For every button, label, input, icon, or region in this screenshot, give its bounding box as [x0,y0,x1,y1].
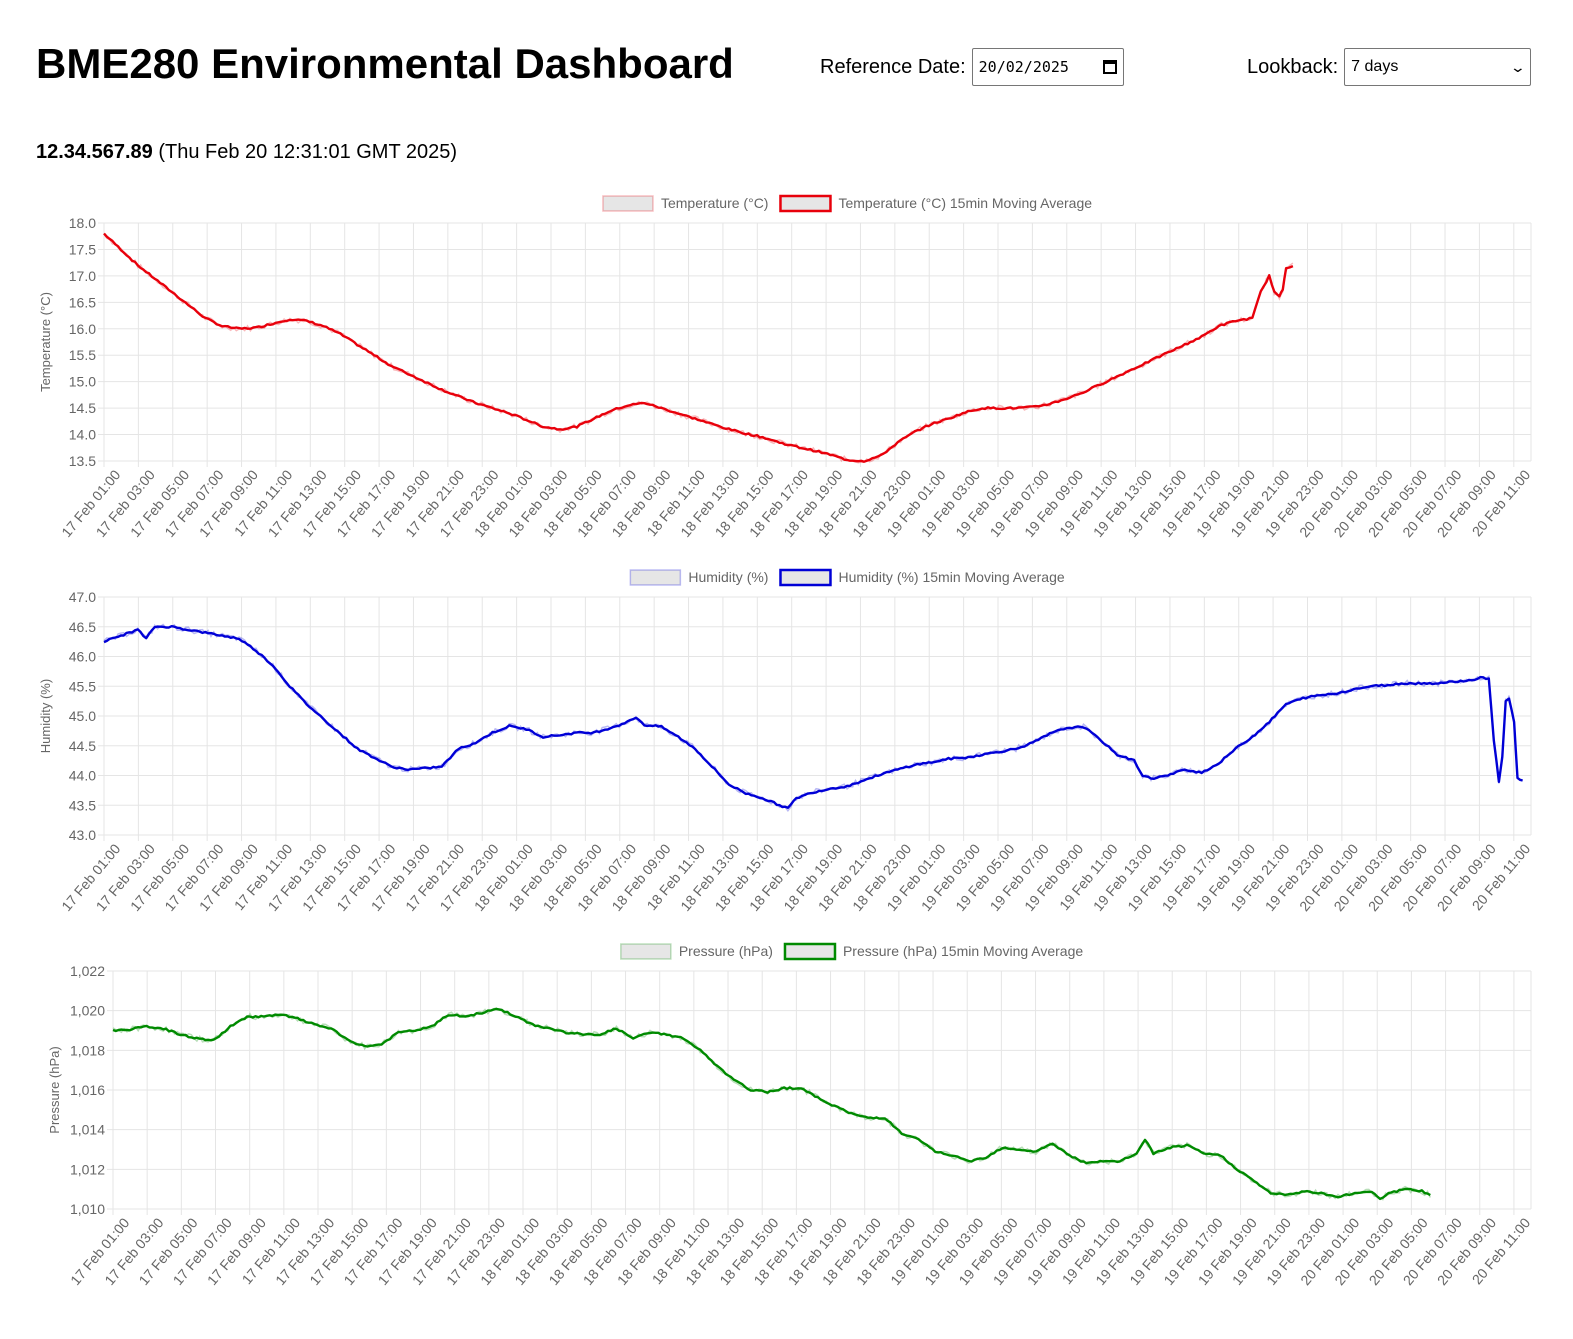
calendar-icon[interactable] [1102,60,1117,74]
y-tick-label: 45.0 [69,708,96,724]
series-line-average [103,625,1523,809]
y-tick-label: 18.0 [69,215,96,231]
y-tick-label: 1,010 [70,1201,105,1217]
y-tick-label: 1,020 [70,1003,105,1019]
y-tick-label: 14.5 [69,400,96,416]
chevron-down-icon: ⌄ [1510,58,1527,75]
y-tick-label: 43.5 [69,797,96,813]
reference-date-label: Reference Date: [820,55,966,78]
lookback-label: Lookback: [1247,55,1339,78]
host-info: 12.34.567.89 (Thu Feb 20 12:31:01 GMT 20… [36,141,457,164]
host-timestamp: (Thu Feb 20 12:31:01 GMT 2025) [158,141,458,163]
legend-label-average: Pressure (hPa) 15min Moving Average [843,943,1083,959]
y-tick-label: 17.5 [69,241,96,257]
y-tick-label: 44.5 [69,738,96,754]
reference-date-value: 20/02/2025 [978,58,1069,76]
legend-label-raw: Humidity (%) [688,569,768,585]
y-tick-label: 15.5 [69,347,96,363]
y-tick-label: 1,014 [70,1122,105,1138]
y-tick-label: 13.5 [69,453,96,469]
y-tick-label: 45.5 [69,678,96,694]
y-tick-label: 46.5 [69,619,96,635]
series-line-raw [103,233,1294,464]
y-tick-label: 47.0 [69,589,96,605]
lookback-select[interactable]: 7 days ⌄ [1344,48,1532,86]
legend-label-average: Humidity (%) 15min Moving Average [838,569,1064,585]
legend-label-raw: Pressure (hPa) [679,943,773,959]
y-tick-label: 17.0 [69,268,96,284]
legend-label-raw: Temperature (°C) [661,195,769,211]
series-line-raw [112,1007,1431,1201]
y-tick-label: 46.0 [69,649,96,665]
reference-date-input[interactable]: 20/02/2025 [971,48,1124,86]
legend-swatch-average [779,568,832,587]
legend-swatch-average [783,942,837,961]
y-tick-label: 16.5 [69,294,96,310]
legend-swatch-raw [602,195,654,212]
humidity-chart: 47.046.546.045.545.044.544.043.543.017 F… [38,568,1533,914]
page-title: BME280 Environmental Dashboard [36,40,734,87]
lookback-value: 7 days [1351,58,1399,75]
temperature-chart: 18.0 17.5 17.0 16.5 16.0 15.5 15.0 14.5 14.0 13.5… [38,194,1533,540]
y-tick-label: 43.0 [69,827,96,843]
y-tick-label: 1,012 [70,1161,105,1177]
y-tick-label: 1,022 [70,963,105,979]
legend-swatch-raw [620,943,672,960]
y-tick-label: 44.0 [69,768,96,784]
y-tick-label: 15.0 [69,374,96,390]
legend-swatch-raw [629,569,682,586]
reference-date-control: Reference Date: 20/02/2025 [820,48,1124,86]
y-tick-label: 16.0 [69,321,96,337]
legend-label-average: Temperature (°C) 15min Moving Average [838,195,1092,211]
y-tick-label: 1,016 [70,1082,105,1098]
lookback-control: Lookback: 7 days ⌄ [1247,48,1532,86]
y-tick-label: 14.0 [69,427,96,443]
host-ip: 12.34.567.89 [36,141,153,163]
y-tick-label: 1,018 [70,1042,105,1058]
y-axis-title: Humidity (%) [38,679,53,753]
y-axis-title: Temperature (°C) [38,292,53,392]
series-line-average [103,232,1294,463]
series-line-average [112,1007,1431,1201]
series-line-raw [103,623,1523,813]
y-axis-title: Pressure (hPa) [47,1046,62,1133]
legend-swatch-average [779,194,832,213]
